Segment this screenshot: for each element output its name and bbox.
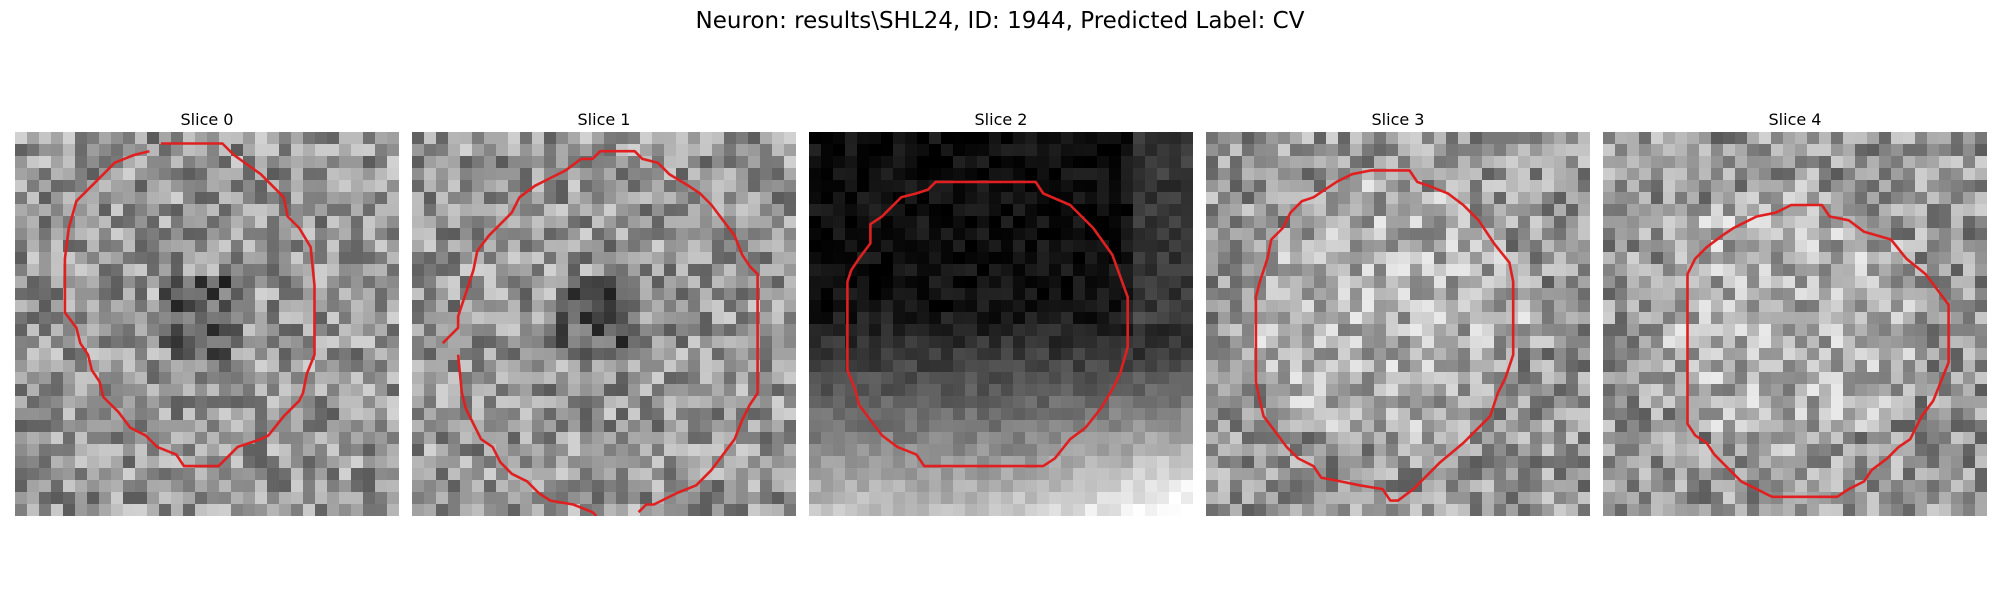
slice-panel-0: Slice 0 [15,108,399,516]
segmentation-contour-2 [846,180,1130,468]
slice-panel-4: Slice 4 [1603,108,1987,516]
segmentation-contour-1 [581,149,759,514]
slice-title-2: Slice 2 [974,110,1028,129]
microscopy-texture-0 [15,132,399,516]
slice-panel-3: Slice 3 [1206,108,1590,516]
segmentation-contour-0 [63,142,316,468]
segmentation-contour-4 [1686,203,1950,499]
microscopy-texture-4 [1603,132,1987,516]
slice-panel-2: Slice 2 [809,108,1193,516]
slice-image-3 [1206,132,1590,516]
slice-image-0 [15,132,399,516]
microscopy-texture-3 [1206,132,1590,516]
slice-title-1: Slice 1 [577,110,631,129]
microscopy-texture-2 [809,132,1193,516]
segmentation-contour-3 [1254,169,1515,502]
microscopy-texture-1 [412,132,796,516]
slice-title-0: Slice 0 [180,110,234,129]
slice-image-4 [1603,132,1987,516]
slice-image-1 [412,132,796,516]
segmentation-contour-1-part-3 [456,354,598,516]
slice-image-2 [809,132,1193,516]
figure-title: Neuron: results\SHL24, ID: 1944, Predict… [695,8,1305,34]
segmentation-contour-1-part-2 [441,157,582,345]
slice-panel-1: Slice 1 [412,108,796,516]
slice-title-3: Slice 3 [1371,110,1425,129]
slice-title-4: Slice 4 [1768,110,1822,129]
